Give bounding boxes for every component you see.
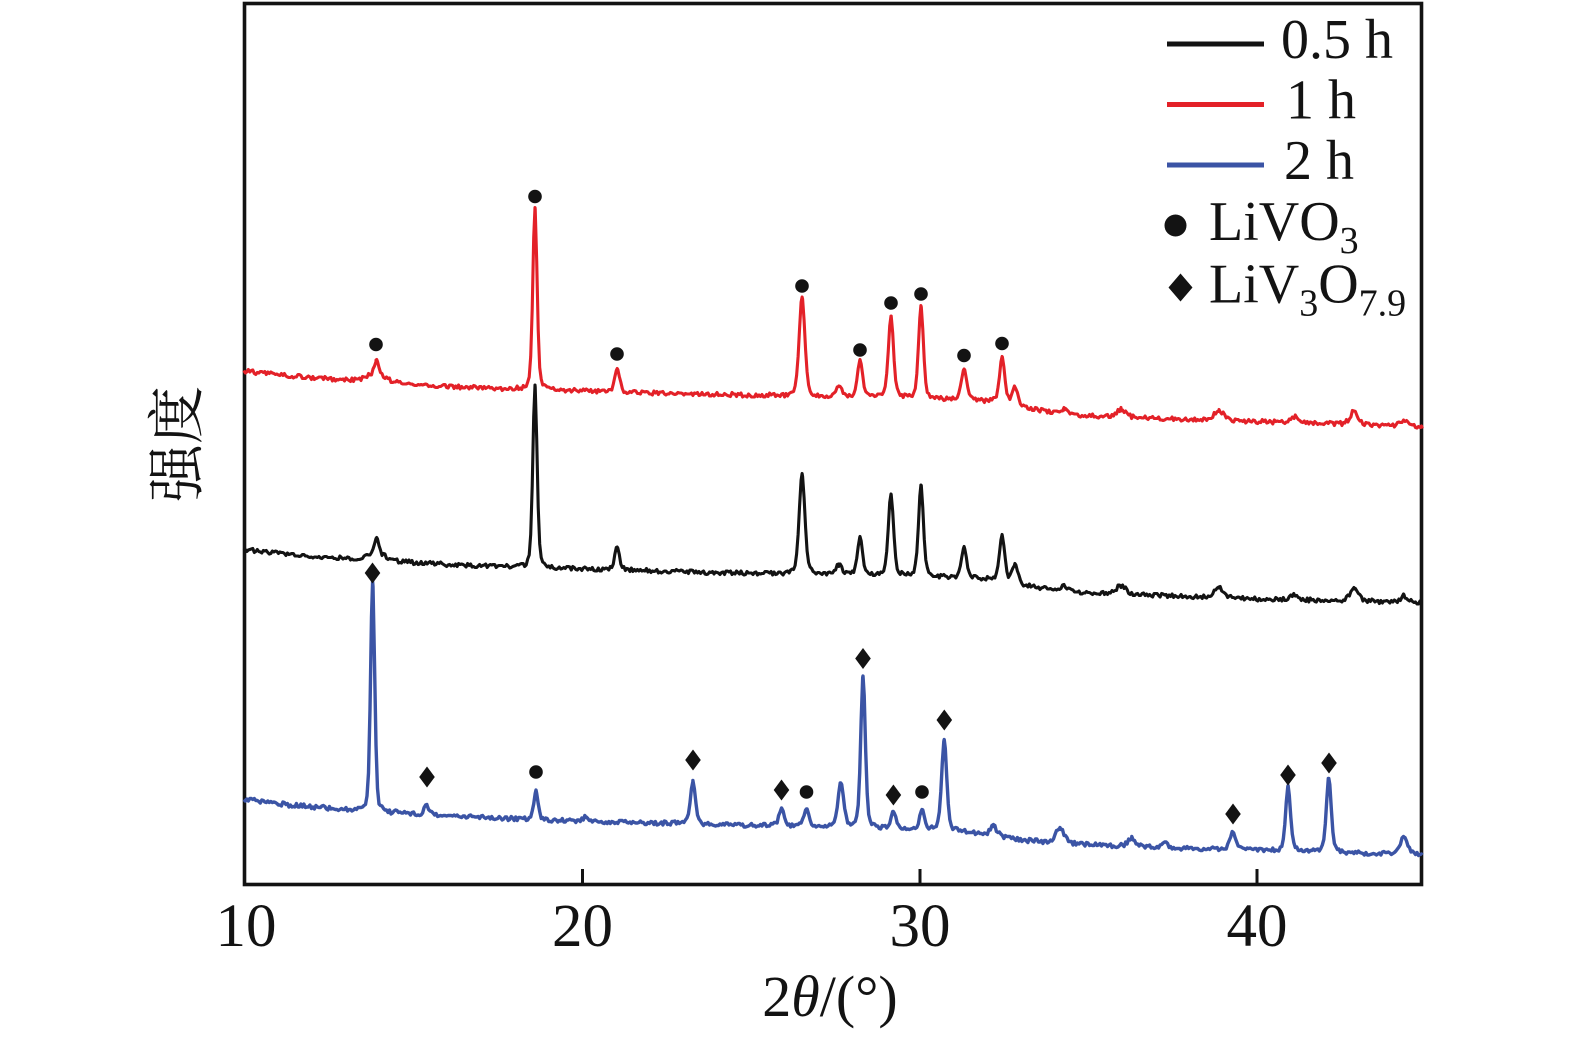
- svg-text:2θ/(°): 2θ/(°): [762, 964, 897, 1029]
- svg-text:30: 30: [890, 893, 951, 960]
- svg-text:LiVO3: LiVO3: [1209, 191, 1359, 262]
- svg-text:10: 10: [216, 893, 277, 960]
- svg-text:0.5 h: 0.5 h: [1281, 9, 1393, 71]
- svg-text:20: 20: [552, 893, 613, 960]
- svg-text:40: 40: [1227, 893, 1288, 960]
- svg-text:1 h: 1 h: [1286, 70, 1356, 132]
- svg-text:2 h: 2 h: [1284, 130, 1354, 192]
